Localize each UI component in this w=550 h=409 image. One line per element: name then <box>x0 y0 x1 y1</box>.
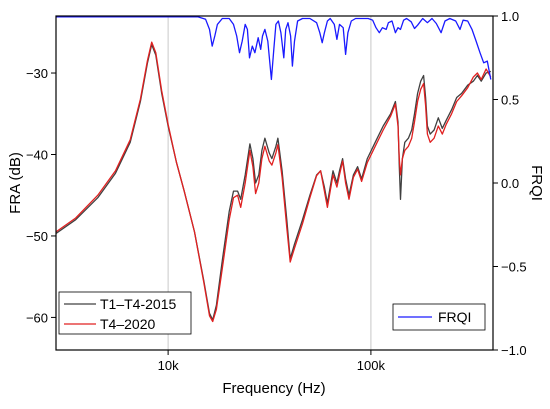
tick-group: 10k 100k −30 −40 −50 −60 1.0 0.5 0.0 −0.5 −1.0 <box>26 9 527 373</box>
y-tick-label-0: −30 <box>26 66 48 81</box>
series-group <box>55 16 492 323</box>
y-axis-label: FRA (dB) <box>7 152 24 214</box>
y2-tick-label-2: 0.0 <box>501 176 519 191</box>
legend-label-t1t4-2015: T1–T4-2015 <box>100 296 176 312</box>
y-tick-label-1: −40 <box>26 147 48 162</box>
legend-left-box <box>58 291 192 335</box>
legend-label-frqi: FRQI <box>438 309 471 325</box>
y-tick-label-3: −60 <box>26 310 48 325</box>
y2-tick-label-3: −0.5 <box>501 260 527 275</box>
series-line-frqi <box>56 16 492 81</box>
y2-tick-label-4: −1.0 <box>501 343 527 358</box>
legend-left: T1–T4-2015 T4–2020 <box>58 291 192 335</box>
series-line-t1-t4-2015 <box>55 43 492 321</box>
y-tick-label-2: −50 <box>26 229 48 244</box>
x-tick-label-0: 10k <box>158 358 179 373</box>
legend-label-t4-2020: T4–2020 <box>100 316 155 332</box>
series-line-t4-2020 <box>55 41 492 323</box>
y2-tick-label-1: 0.5 <box>501 93 519 108</box>
x-axis-label: Frequency (Hz) <box>222 380 325 397</box>
x-tick-label-1: 100k <box>357 358 386 373</box>
y2-axis-label: FRQI <box>528 165 545 201</box>
legend-right: FRQI <box>392 303 486 331</box>
y2-tick-label-0: 1.0 <box>501 9 519 24</box>
